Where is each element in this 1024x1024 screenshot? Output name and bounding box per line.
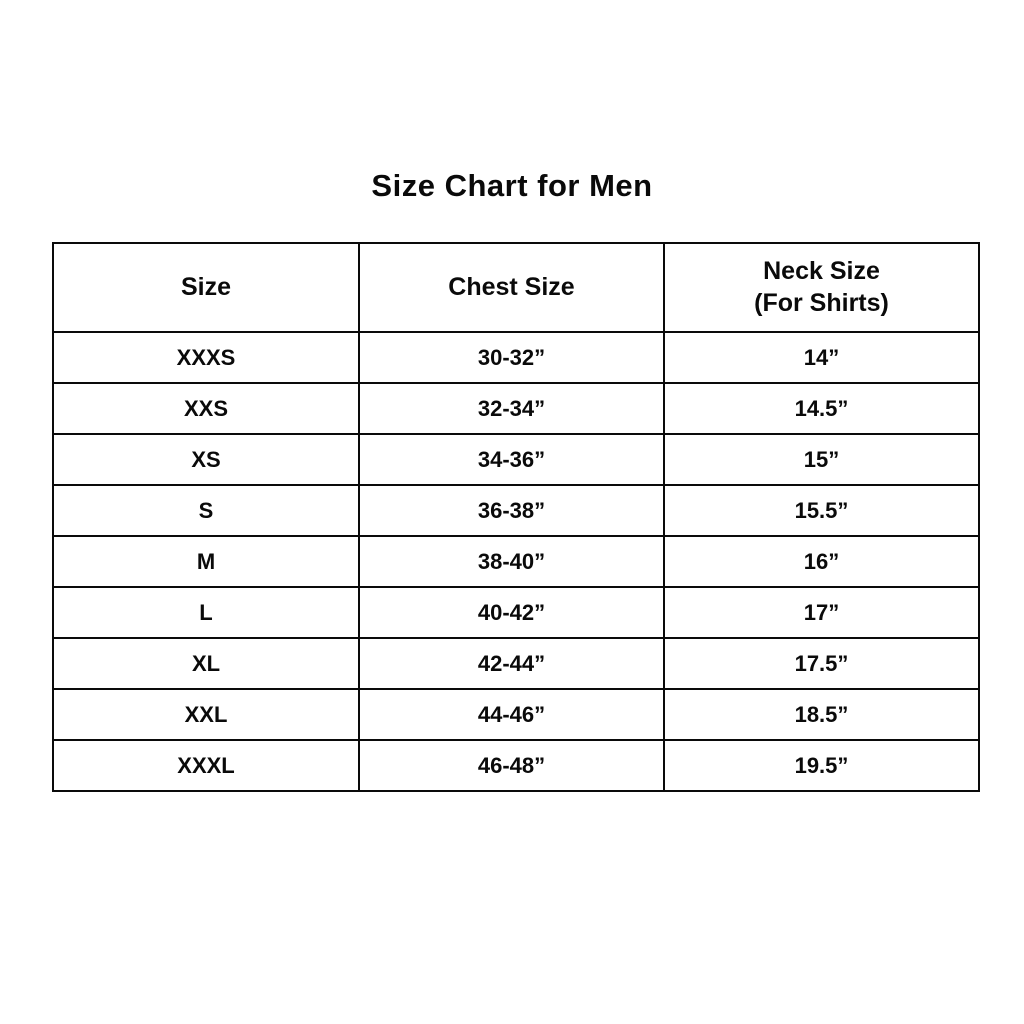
chest-cell: 34-36”	[358, 433, 665, 486]
size-cell: XXL	[52, 688, 360, 741]
chest-cell: 40-42”	[358, 586, 665, 639]
size-cell: M	[52, 535, 360, 588]
size-cell: S	[52, 484, 360, 537]
header-neck-size-line2: (For Shirts)	[754, 288, 889, 317]
chest-cell: 44-46”	[358, 688, 665, 741]
table-row: S 36-38” 15.5”	[52, 484, 980, 537]
header-row: Size Chest Size Neck Size (For Shirts)	[52, 242, 980, 333]
neck-cell: 15”	[663, 433, 980, 486]
chest-cell: 46-48”	[358, 739, 665, 792]
page-title: Size Chart for Men	[371, 168, 653, 203]
header-size: Size	[52, 242, 360, 333]
table-row: XXS 32-34” 14.5”	[52, 382, 980, 435]
table-row: XXL 44-46” 18.5”	[52, 688, 980, 741]
header-chest-size: Chest Size	[358, 242, 665, 333]
table-row: M 38-40” 16”	[52, 535, 980, 588]
neck-cell: 18.5”	[663, 688, 980, 741]
chest-cell: 42-44”	[358, 637, 665, 690]
neck-cell: 14.5”	[663, 382, 980, 435]
neck-cell: 14”	[663, 331, 980, 384]
size-chart-table: Size Chest Size Neck Size (For Shirts) X…	[52, 242, 980, 792]
size-cell: XXXS	[52, 331, 360, 384]
table-row: XXXS 30-32” 14”	[52, 331, 980, 384]
chest-cell: 38-40”	[358, 535, 665, 588]
table-row: XL 42-44” 17.5”	[52, 637, 980, 690]
chest-cell: 36-38”	[358, 484, 665, 537]
size-cell: XL	[52, 637, 360, 690]
size-cell: XXXL	[52, 739, 360, 792]
size-cell: L	[52, 586, 360, 639]
header-neck-size-line1: Neck Size	[763, 257, 880, 286]
size-cell: XS	[52, 433, 360, 486]
size-cell: XXS	[52, 382, 360, 435]
chest-cell: 32-34”	[358, 382, 665, 435]
header-neck-size: Neck Size (For Shirts)	[663, 242, 980, 333]
table-row: L 40-42” 17”	[52, 586, 980, 639]
neck-cell: 16”	[663, 535, 980, 588]
neck-cell: 19.5”	[663, 739, 980, 792]
table-row: XXXL 46-48” 19.5”	[52, 739, 980, 792]
table-row: XS 34-36” 15”	[52, 433, 980, 486]
chest-cell: 30-32”	[358, 331, 665, 384]
neck-cell: 17.5”	[663, 637, 980, 690]
neck-cell: 15.5”	[663, 484, 980, 537]
neck-cell: 17”	[663, 586, 980, 639]
